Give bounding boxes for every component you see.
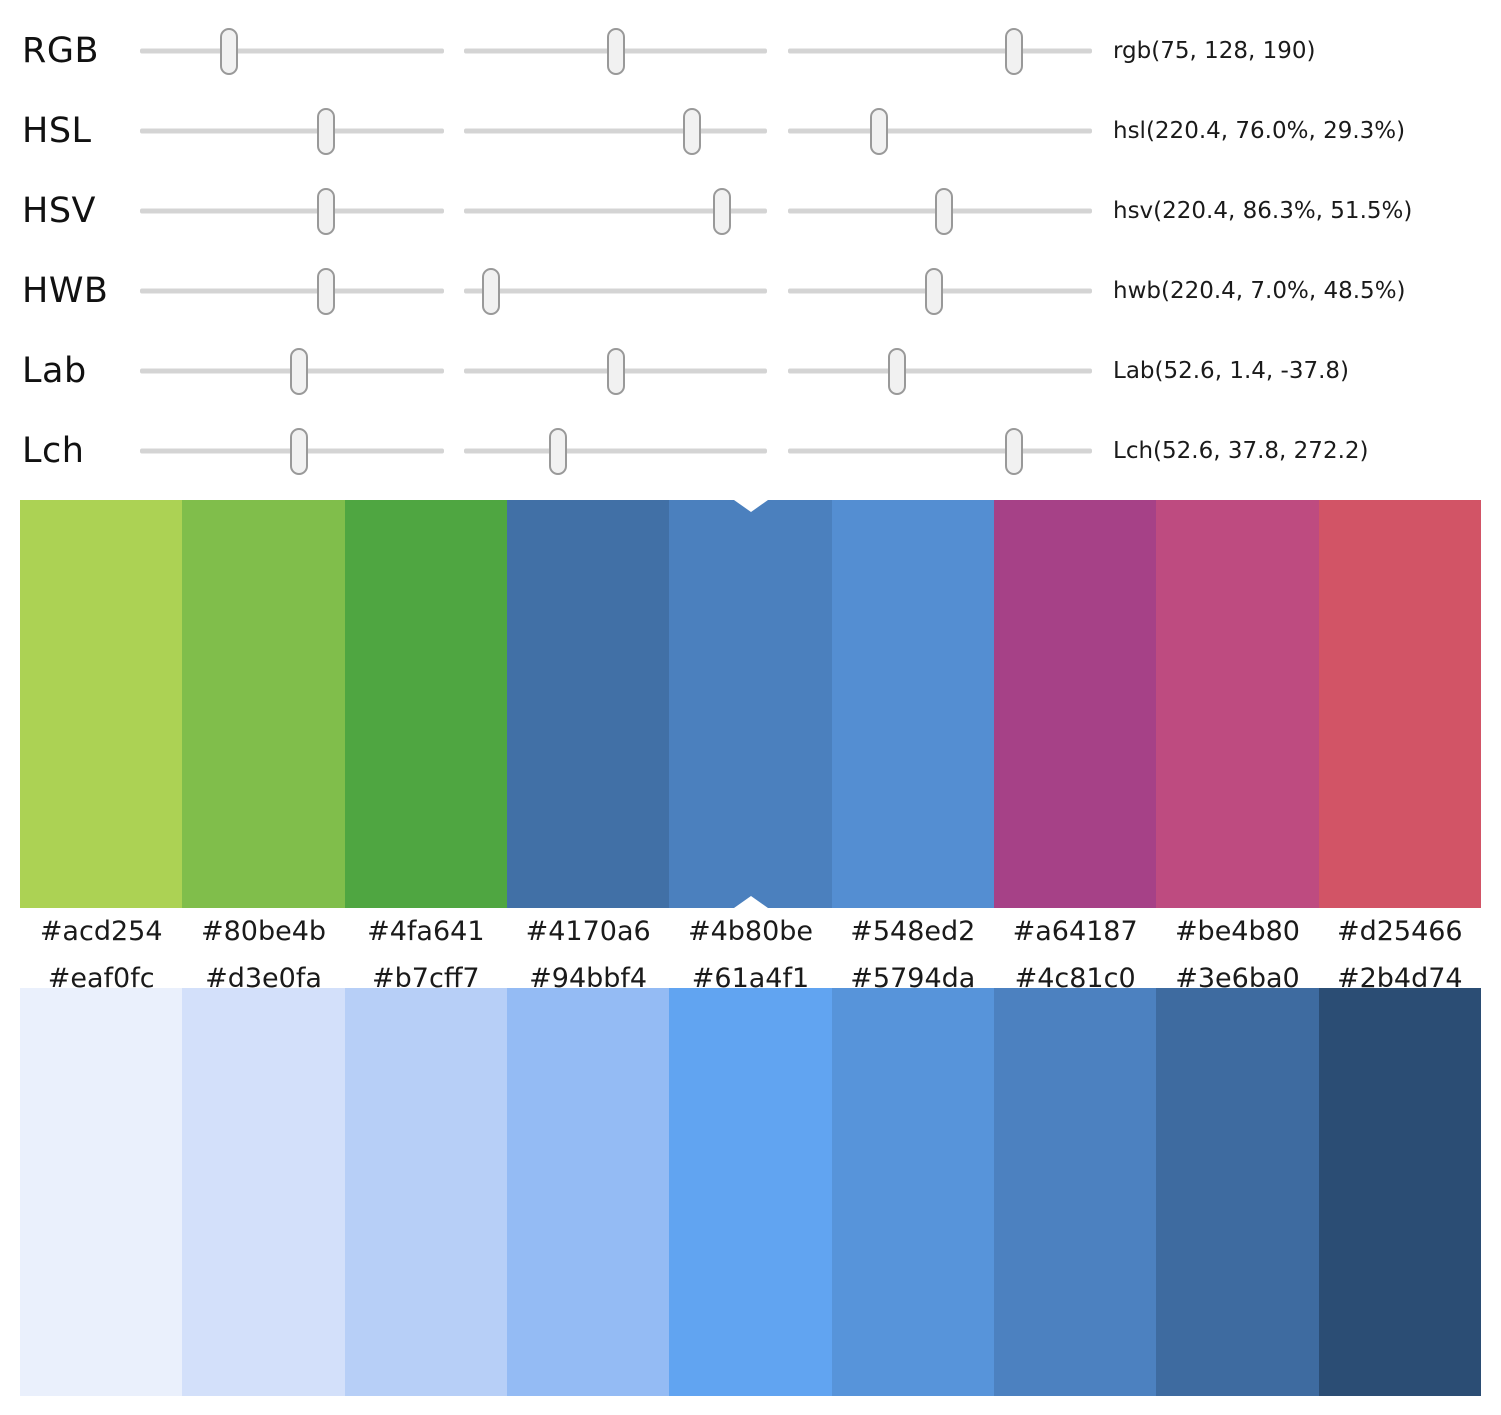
lch-value: Lch(52.6, 37.8, 272.2) (1113, 438, 1369, 464)
hex-label: #d25466 (1336, 916, 1463, 947)
tint-swatch[interactable] (506, 988, 670, 1396)
hsl-h-slider-track[interactable] (140, 107, 444, 155)
hsv-s-slider-thumb[interactable] (712, 187, 731, 235)
lch-c-slider-thumb[interactable] (548, 427, 567, 475)
lch-l-slider-track[interactable] (140, 427, 444, 475)
hex-label: #4170a6 (525, 916, 651, 947)
hex-label: #4fa641 (367, 916, 485, 947)
rgb-b-slider-track[interactable] (788, 27, 1092, 75)
slider-row-hsl: HSL hsl(220.4, 76.0%, 29.3%) (0, 91, 1501, 171)
hwb-h-slider-thumb[interactable] (317, 267, 336, 315)
tint-swatch[interactable] (831, 988, 994, 1396)
hsv-label: HSV (22, 191, 96, 231)
hsv-value: hsv(220.4, 86.3%, 51.5%) (1113, 198, 1413, 224)
lab-value: Lab(52.6, 1.4, -37.8) (1113, 358, 1349, 384)
tint-swatch[interactable] (20, 988, 183, 1396)
tint-swatch[interactable] (1318, 988, 1481, 1396)
lch-h-slider-track[interactable] (788, 427, 1092, 475)
hsv-v-slider-thumb[interactable] (934, 187, 953, 235)
hue-hex-labels: #acd254 #80be4b #4fa641 #4170a6 #4b80be … (20, 908, 1481, 955)
hsl-label: HSL (22, 111, 92, 151)
tint-swatch-strip (20, 988, 1481, 1396)
rgb-value: rgb(75, 128, 190) (1113, 38, 1316, 64)
hue-swatch[interactable] (344, 500, 507, 908)
hsl-l-slider-track[interactable] (788, 107, 1092, 155)
rgb-r-slider-track[interactable] (140, 27, 444, 75)
rgb-g-slider-track[interactable] (464, 27, 767, 75)
lch-l-slider-thumb[interactable] (289, 427, 308, 475)
hex-label: #548ed2 (850, 916, 976, 947)
tint-swatch[interactable] (344, 988, 507, 1396)
rgb-r-slider-thumb[interactable] (220, 27, 239, 75)
hex-label: #acd254 (39, 916, 163, 947)
lab-l-slider-track[interactable] (140, 347, 444, 395)
hsl-h-slider-thumb[interactable] (317, 107, 336, 155)
lab-l-slider-thumb[interactable] (289, 347, 308, 395)
hwb-b-slider-track[interactable] (788, 267, 1092, 315)
hue-swatch-selected[interactable] (669, 500, 832, 908)
lch-c-slider-track[interactable] (464, 427, 767, 475)
tint-swatch[interactable] (182, 988, 345, 1396)
slider-row-hwb: HWB hwb(220.4, 7.0%, 48.5%) (0, 251, 1501, 331)
tint-swatch[interactable] (1156, 988, 1319, 1396)
lab-b-slider-track[interactable] (788, 347, 1092, 395)
hue-swatch[interactable] (1318, 500, 1481, 908)
hwb-h-slider-track[interactable] (140, 267, 444, 315)
hsl-s-slider-track[interactable] (464, 107, 767, 155)
lch-label: Lch (22, 431, 85, 471)
hex-label: #80be4b (200, 916, 327, 947)
slider-row-lch: Lch Lch(52.6, 37.8, 272.2) (0, 411, 1501, 491)
hex-label: #a64187 (1012, 916, 1138, 947)
hue-swatch[interactable] (1156, 500, 1319, 908)
hsv-v-slider-track[interactable] (788, 187, 1092, 235)
hsv-h-slider-thumb[interactable] (317, 187, 336, 235)
hue-swatch[interactable] (182, 500, 345, 908)
slider-row-hsv: HSV hsv(220.4, 86.3%, 51.5%) (0, 171, 1501, 251)
hwb-value: hwb(220.4, 7.0%, 48.5%) (1113, 278, 1406, 304)
hue-swatch-strip (20, 500, 1481, 908)
hwb-b-slider-thumb[interactable] (924, 267, 943, 315)
hwb-w-slider-thumb[interactable] (481, 267, 500, 315)
hsl-s-slider-thumb[interactable] (683, 107, 702, 155)
lch-h-slider-thumb[interactable] (1004, 427, 1023, 475)
lab-a-slider-track[interactable] (464, 347, 767, 395)
hex-label: #be4b80 (1174, 916, 1300, 947)
lab-a-slider-thumb[interactable] (607, 347, 626, 395)
slider-row-lab: Lab Lab(52.6, 1.4, -37.8) (0, 331, 1501, 411)
hue-swatch[interactable] (993, 500, 1157, 908)
lab-b-slider-thumb[interactable] (887, 347, 906, 395)
tint-swatch[interactable] (993, 988, 1157, 1396)
hsl-l-slider-thumb[interactable] (869, 107, 888, 155)
hue-swatch[interactable] (506, 500, 670, 908)
hex-label: #4b80be (687, 916, 813, 947)
hwb-label: HWB (22, 271, 109, 311)
hsv-s-slider-track[interactable] (464, 187, 767, 235)
hwb-w-slider-track[interactable] (464, 267, 767, 315)
rgb-label: RGB (22, 31, 99, 71)
tint-swatch[interactable] (669, 988, 832, 1396)
hue-swatch[interactable] (831, 500, 994, 908)
hsv-h-slider-track[interactable] (140, 187, 444, 235)
slider-row-rgb: RGB rgb(75, 128, 190) (0, 11, 1501, 91)
lab-label: Lab (22, 351, 87, 391)
hsl-value: hsl(220.4, 76.0%, 29.3%) (1113, 118, 1406, 144)
selected-swatch-marker-bottom-icon (733, 896, 768, 908)
rgb-b-slider-thumb[interactable] (1005, 27, 1024, 75)
hue-swatch[interactable] (20, 500, 183, 908)
rgb-g-slider-thumb[interactable] (607, 27, 626, 75)
selected-swatch-marker-top-icon (733, 500, 768, 512)
